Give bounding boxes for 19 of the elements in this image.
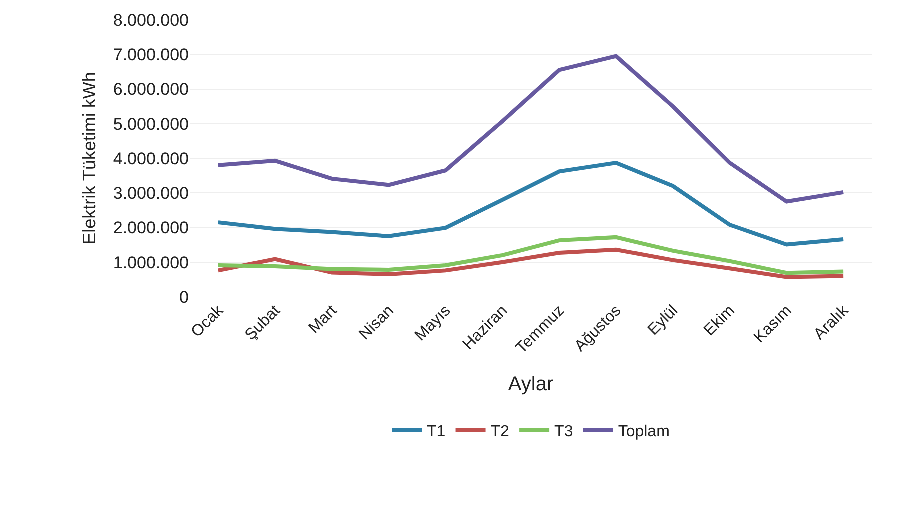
y-tick-label: 3.000.000 — [113, 184, 189, 204]
line-series — [216, 161, 846, 247]
y-tick-label: 8.000.000 — [113, 10, 189, 30]
y-tick-label: 1.000.000 — [113, 253, 189, 272]
y-tick-label: 7.000.000 — [113, 46, 189, 65]
legend-label: T3 — [554, 423, 574, 440]
y-tick-label: 2.000.000 — [113, 218, 189, 238]
line-series — [216, 54, 846, 204]
y-tick-label: 0 — [180, 288, 189, 307]
y-tick-label: 5.000.000 — [113, 114, 189, 134]
legend-label: T1 — [427, 423, 446, 440]
y-tick-label: 4.000.000 — [113, 149, 189, 168]
legend-label: Toplam — [618, 423, 670, 440]
y-axis-title: Elektrik Tüketimi kWh — [80, 72, 100, 245]
x-axis-title: Aylar — [508, 374, 554, 396]
line-series — [216, 248, 846, 280]
legend-label: T2 — [490, 423, 510, 440]
y-tick-label: 6.000.000 — [113, 80, 189, 100]
line-series — [216, 235, 846, 276]
